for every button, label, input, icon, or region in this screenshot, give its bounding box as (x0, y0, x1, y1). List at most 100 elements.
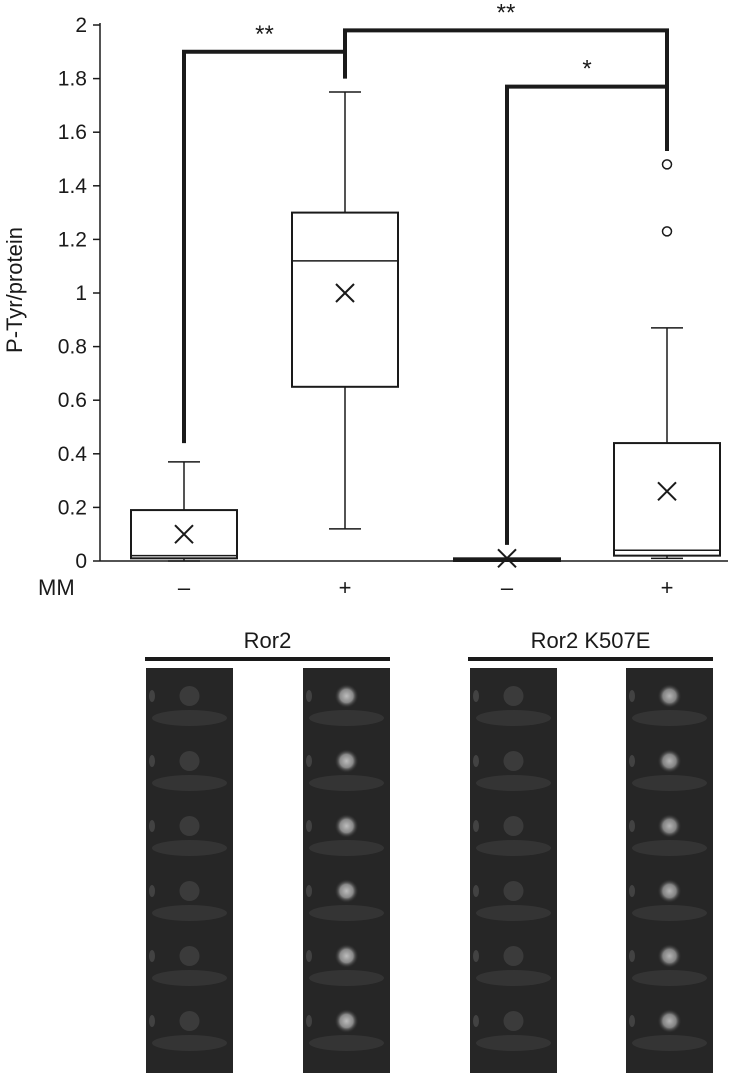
blot-band (476, 905, 551, 921)
mm-row-label: MM (38, 575, 75, 600)
blot-edge-mark (149, 885, 155, 897)
blot-band (309, 775, 384, 791)
blot-spot (334, 879, 359, 903)
lane-background (303, 668, 390, 1073)
blot-lane-3 (470, 668, 557, 1073)
mean-marker (497, 548, 517, 569)
blot-spot (179, 816, 200, 836)
blot-edge-mark (306, 1015, 312, 1027)
blot-edge-mark (149, 755, 155, 767)
box-iqr (613, 442, 721, 557)
y-axis-label: P-Tyr/protein (2, 227, 27, 353)
blot-spot (503, 1011, 524, 1031)
blot-edge-mark (629, 885, 635, 897)
blot-spot (179, 946, 200, 966)
blot-spot (179, 1011, 200, 1031)
mean-marker (657, 481, 677, 502)
blot-edge-mark (629, 690, 635, 702)
blot-image (146, 668, 713, 1073)
blot-band (309, 905, 384, 921)
blot-spot (334, 749, 359, 773)
box-plot (130, 91, 721, 569)
significance-label: * (582, 56, 591, 83)
blot-band (476, 775, 551, 791)
blot-lane-4 (626, 668, 713, 1073)
significance-label: ** (497, 0, 516, 26)
blot-spot (334, 944, 359, 968)
blot-lane-1 (146, 668, 233, 1073)
blot-band (476, 710, 551, 726)
blot-edge-mark (629, 950, 635, 962)
lane-background (146, 668, 233, 1073)
blot-band (152, 1035, 227, 1051)
blot-band (476, 840, 551, 856)
blot-band (476, 1035, 551, 1051)
significance-label: ** (255, 21, 274, 48)
blot-spot (657, 749, 682, 773)
outlier-point (661, 159, 673, 170)
blot-band (309, 840, 384, 856)
y-tick-label: 0.2 (58, 496, 87, 519)
significance-brackets: ***** (182, 0, 669, 545)
blot-band (632, 840, 707, 856)
blot-spot (179, 686, 200, 706)
box-2 (291, 91, 399, 530)
lane-background (626, 668, 713, 1073)
blot-spot (503, 816, 524, 836)
blot-edge-mark (473, 755, 479, 767)
blot-edge-mark (149, 820, 155, 832)
x-tick-label: + (661, 575, 674, 600)
y-tick-label: 0.8 (58, 336, 87, 359)
x-tick-label: – (501, 575, 514, 600)
blot-edge-mark (629, 755, 635, 767)
blot-spot (657, 684, 682, 708)
y-axis: 0 0.2 0.4 0.6 0.8 1 1.2 1.4 1.6 1.8 2 (58, 14, 728, 573)
blot-spot (657, 814, 682, 838)
significance-bracket (505, 84, 669, 545)
blot-spot (503, 686, 524, 706)
outlier-point (661, 226, 673, 237)
x-tick-label: – (178, 575, 191, 600)
blot-edge-mark (149, 690, 155, 702)
blot-spot (657, 1009, 682, 1033)
blot-band (632, 710, 707, 726)
blot-edge-mark (306, 885, 312, 897)
blot-band (152, 970, 227, 986)
blot-edge-mark (629, 820, 635, 832)
group-labels: Ror2 Ror2 K507E (145, 628, 713, 661)
blot-spot (657, 944, 682, 968)
blot-band (152, 905, 227, 921)
group-label: Ror2 (244, 628, 292, 653)
blot-band (632, 970, 707, 986)
blot-edge-mark (306, 755, 312, 767)
x-category-labels: – + – + (178, 575, 674, 600)
blot-spot (334, 684, 359, 708)
blot-lane-2 (303, 668, 390, 1073)
blot-edge-mark (473, 690, 479, 702)
blot-spot (503, 751, 524, 771)
blot-band (476, 970, 551, 986)
blot-band (152, 840, 227, 856)
blot-band (632, 775, 707, 791)
blot-edge-mark (149, 1015, 155, 1027)
blot-spot (334, 1009, 359, 1033)
blot-edge-mark (306, 950, 312, 962)
y-tick-label: 2 (75, 14, 87, 37)
y-tick-label: 0.4 (58, 443, 88, 466)
box-1 (130, 461, 238, 562)
blot-edge-mark (629, 1015, 635, 1027)
blot-edge-mark (473, 885, 479, 897)
y-tick-label: 1.6 (58, 121, 87, 144)
blot-band (152, 775, 227, 791)
y-tick-label: 0 (75, 550, 87, 573)
blot-band (309, 1035, 384, 1051)
blot-band (632, 1035, 707, 1051)
mean-marker (335, 283, 355, 303)
blot-band (309, 970, 384, 986)
blot-band (309, 710, 384, 726)
box-iqr (291, 211, 399, 388)
blot-spot (503, 881, 524, 901)
y-tick-label: 1.4 (58, 175, 88, 198)
blot-band (632, 905, 707, 921)
